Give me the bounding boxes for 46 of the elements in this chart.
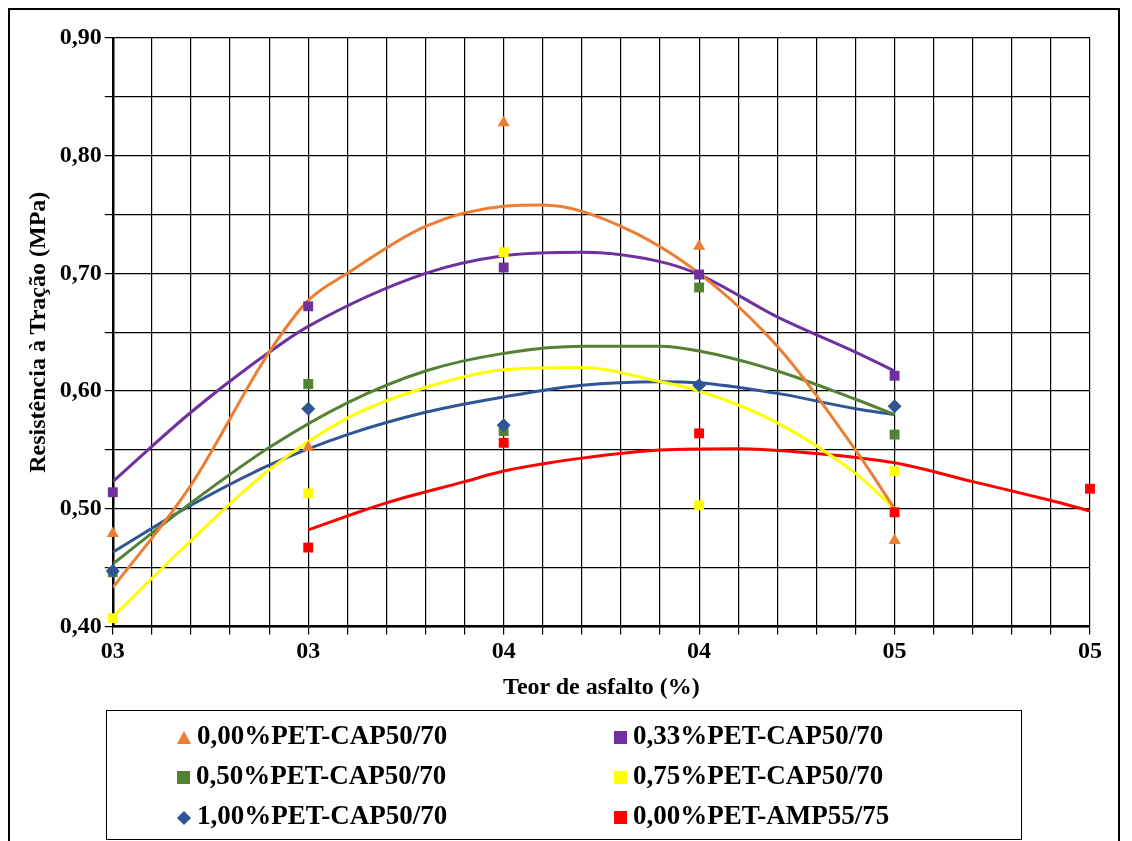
x-tick-label: 04	[687, 637, 712, 663]
legend-label: 0,00%PET-AMP55/75	[633, 800, 890, 830]
point	[497, 115, 510, 127]
point	[107, 487, 118, 498]
y-tick-label: 0,70	[59, 258, 102, 285]
point	[889, 466, 900, 477]
point	[301, 401, 316, 416]
legend-label: 0,00%PET-CAP50/70	[197, 720, 448, 750]
y-tick-label: 0,80	[59, 140, 102, 167]
legend-label: 0,75%PET-CAP50/70	[633, 760, 884, 790]
point	[889, 370, 900, 381]
point	[303, 379, 314, 389]
point	[694, 282, 705, 293]
x-tick-label: 03	[296, 637, 321, 663]
point	[694, 269, 705, 280]
y-tick-label: 0,90	[59, 23, 102, 50]
point	[303, 488, 314, 499]
point	[498, 247, 509, 258]
point	[303, 542, 314, 553]
point	[303, 301, 314, 312]
point	[694, 428, 705, 439]
point	[498, 437, 509, 448]
y-tick-label: 0,60	[59, 376, 102, 403]
y-tick-label: 0,40	[59, 611, 102, 638]
point	[498, 262, 509, 273]
x-axis-title: Teor de asfalto (%)	[503, 672, 700, 699]
legend-label: 1,00%PET-CAP50/70	[197, 800, 448, 830]
y-tick-label: 0,50	[59, 493, 102, 520]
legend-label: 0,50%PET-CAP50/70	[196, 760, 447, 790]
point	[887, 399, 902, 414]
point	[889, 429, 900, 440]
point	[693, 239, 706, 250]
point	[692, 378, 707, 393]
point	[1085, 483, 1095, 494]
legend-label: 0,33%PET-CAP50/70	[633, 720, 884, 750]
x-tick-label: 04	[491, 637, 516, 663]
point	[694, 500, 705, 511]
point	[107, 613, 118, 624]
x-tick-label: 03	[100, 637, 125, 663]
x-tick-label: 05	[1078, 637, 1102, 663]
x-tick-label: 05	[882, 637, 907, 663]
y-axis-title: Resistência à Tração (MPa)	[23, 191, 50, 473]
line-series	[306, 447, 1090, 532]
point	[302, 440, 315, 452]
point	[889, 507, 900, 518]
point	[496, 418, 511, 433]
